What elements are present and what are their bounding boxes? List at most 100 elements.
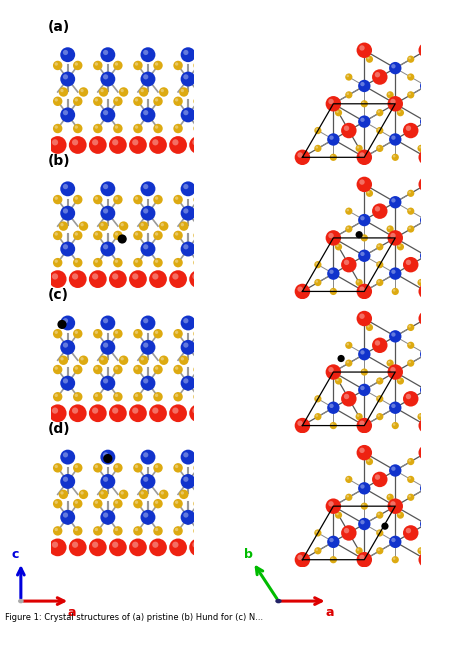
Circle shape <box>419 280 421 283</box>
Circle shape <box>155 528 158 531</box>
Circle shape <box>367 57 370 59</box>
Circle shape <box>409 459 411 462</box>
Circle shape <box>419 43 434 58</box>
Circle shape <box>422 117 427 122</box>
Circle shape <box>143 110 148 115</box>
Circle shape <box>183 342 189 348</box>
Circle shape <box>329 135 334 140</box>
Circle shape <box>53 124 63 133</box>
Circle shape <box>330 288 337 295</box>
Circle shape <box>377 379 380 381</box>
Circle shape <box>153 96 163 106</box>
Circle shape <box>139 489 148 499</box>
Circle shape <box>95 394 98 397</box>
Circle shape <box>179 221 189 231</box>
Circle shape <box>100 108 115 123</box>
Circle shape <box>336 245 339 247</box>
Circle shape <box>181 491 184 495</box>
Circle shape <box>314 395 321 402</box>
Circle shape <box>375 72 380 77</box>
Circle shape <box>418 413 425 420</box>
Circle shape <box>115 331 118 334</box>
Circle shape <box>49 136 66 154</box>
Circle shape <box>95 528 98 531</box>
Circle shape <box>93 258 102 268</box>
Circle shape <box>377 262 380 265</box>
Circle shape <box>392 422 399 429</box>
Circle shape <box>115 394 118 397</box>
Circle shape <box>175 125 178 129</box>
Circle shape <box>100 474 115 489</box>
Circle shape <box>59 87 68 96</box>
Circle shape <box>356 231 363 238</box>
Circle shape <box>173 96 183 106</box>
Circle shape <box>181 449 196 464</box>
Circle shape <box>359 152 365 157</box>
Circle shape <box>421 555 427 560</box>
Circle shape <box>327 500 339 512</box>
Circle shape <box>149 404 167 422</box>
Circle shape <box>93 499 102 508</box>
Circle shape <box>376 529 383 537</box>
Circle shape <box>327 232 339 244</box>
Circle shape <box>376 413 383 420</box>
Circle shape <box>422 350 427 354</box>
Circle shape <box>75 331 78 334</box>
Circle shape <box>195 125 198 129</box>
Circle shape <box>377 280 380 283</box>
Circle shape <box>327 536 339 548</box>
Circle shape <box>356 552 372 567</box>
Circle shape <box>345 494 353 501</box>
Circle shape <box>75 125 78 129</box>
Circle shape <box>419 418 434 434</box>
Circle shape <box>356 311 372 326</box>
Circle shape <box>329 538 334 542</box>
Circle shape <box>328 501 334 506</box>
Circle shape <box>316 531 318 533</box>
Circle shape <box>192 139 199 146</box>
Circle shape <box>345 359 353 367</box>
Circle shape <box>113 463 123 472</box>
Circle shape <box>63 318 68 323</box>
Circle shape <box>421 152 427 157</box>
Circle shape <box>326 96 341 112</box>
Circle shape <box>140 449 155 464</box>
Circle shape <box>337 355 345 362</box>
Circle shape <box>175 501 178 504</box>
Circle shape <box>406 394 411 400</box>
Circle shape <box>331 289 334 292</box>
Circle shape <box>419 445 434 461</box>
Circle shape <box>376 109 383 116</box>
Circle shape <box>149 136 167 154</box>
Circle shape <box>95 501 98 504</box>
Circle shape <box>195 197 198 200</box>
Circle shape <box>55 367 58 370</box>
Circle shape <box>81 223 84 226</box>
Circle shape <box>159 221 168 231</box>
Circle shape <box>140 241 155 256</box>
Circle shape <box>389 133 401 146</box>
Circle shape <box>390 367 396 373</box>
Circle shape <box>389 401 401 414</box>
Circle shape <box>360 556 365 560</box>
Circle shape <box>172 542 179 548</box>
Circle shape <box>75 464 78 468</box>
Circle shape <box>52 407 58 414</box>
Circle shape <box>173 365 183 375</box>
Circle shape <box>73 61 82 70</box>
Circle shape <box>181 340 196 355</box>
Circle shape <box>360 287 365 292</box>
Circle shape <box>358 518 371 530</box>
Circle shape <box>346 343 349 346</box>
Circle shape <box>60 376 75 390</box>
Circle shape <box>175 464 178 468</box>
Circle shape <box>327 98 339 110</box>
Circle shape <box>72 542 78 548</box>
Circle shape <box>361 502 368 510</box>
Circle shape <box>360 252 365 256</box>
Circle shape <box>81 357 84 360</box>
Circle shape <box>193 61 203 70</box>
Circle shape <box>372 70 388 85</box>
Circle shape <box>335 377 342 384</box>
Circle shape <box>135 98 138 102</box>
